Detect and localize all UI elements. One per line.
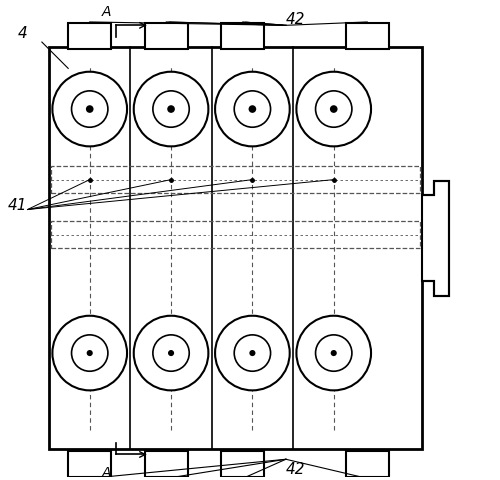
Text: 42: 42 xyxy=(286,461,305,476)
Text: 42: 42 xyxy=(286,12,305,26)
Circle shape xyxy=(215,316,290,391)
Circle shape xyxy=(167,106,175,114)
Circle shape xyxy=(250,350,256,356)
Circle shape xyxy=(52,316,127,391)
Polygon shape xyxy=(422,181,448,296)
Bar xyxy=(68,451,112,478)
Text: 41: 41 xyxy=(8,198,28,213)
Circle shape xyxy=(134,316,208,391)
Circle shape xyxy=(134,72,208,147)
Text: A: A xyxy=(102,465,111,479)
Bar xyxy=(222,451,264,478)
Text: 4: 4 xyxy=(18,26,28,41)
Circle shape xyxy=(248,106,256,114)
Bar xyxy=(144,24,188,50)
Circle shape xyxy=(86,106,94,114)
Bar xyxy=(222,24,264,50)
Circle shape xyxy=(215,72,290,147)
Circle shape xyxy=(330,350,337,356)
Bar xyxy=(49,48,422,449)
Bar xyxy=(346,451,389,478)
Circle shape xyxy=(168,350,174,356)
Circle shape xyxy=(296,316,371,391)
Bar xyxy=(144,451,188,478)
Bar xyxy=(68,24,112,50)
Circle shape xyxy=(52,72,127,147)
Circle shape xyxy=(296,72,371,147)
Bar xyxy=(52,222,420,248)
Circle shape xyxy=(86,350,93,356)
Bar xyxy=(346,24,389,50)
Circle shape xyxy=(330,106,338,114)
Text: A: A xyxy=(102,5,111,19)
Bar xyxy=(52,167,420,193)
